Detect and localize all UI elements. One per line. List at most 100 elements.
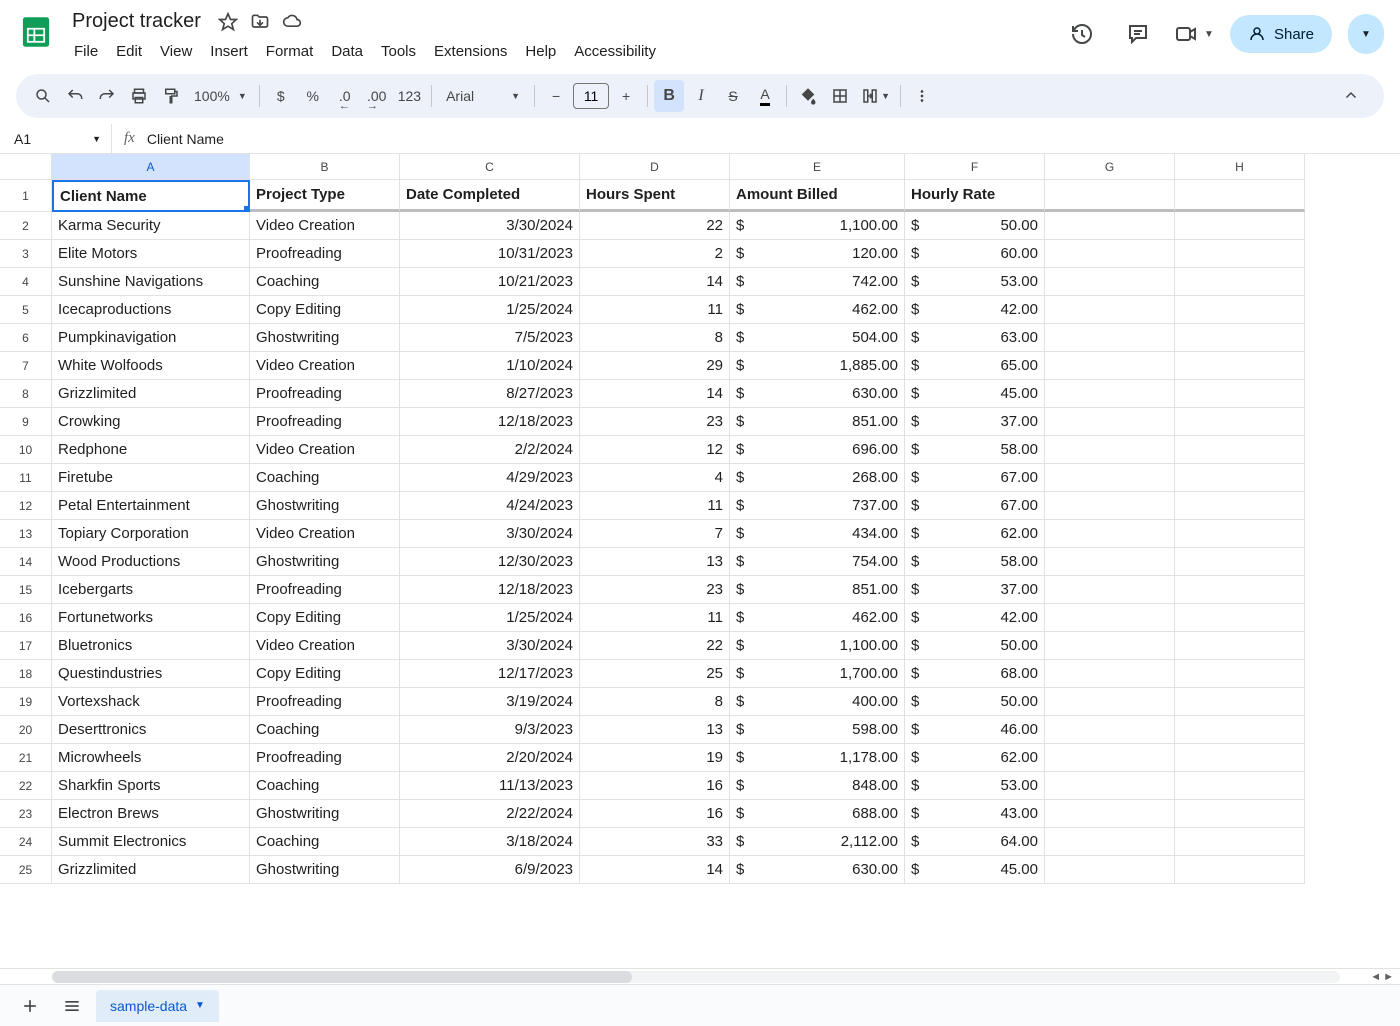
meet-button[interactable]: ▼: [1174, 14, 1214, 54]
menu-accessibility[interactable]: Accessibility: [566, 39, 664, 64]
cell[interactable]: Grizzlimited: [52, 856, 250, 884]
cell[interactable]: 3/30/2024: [400, 212, 580, 240]
cell[interactable]: $42.00: [905, 604, 1045, 632]
cell[interactable]: [1045, 828, 1175, 856]
more-button[interactable]: [907, 80, 937, 112]
cell[interactable]: 4/24/2023: [400, 492, 580, 520]
fill-color-button[interactable]: [793, 80, 823, 112]
cell[interactable]: [1175, 688, 1305, 716]
cell[interactable]: 8/27/2023: [400, 380, 580, 408]
borders-button[interactable]: [825, 80, 855, 112]
cell[interactable]: Crowking: [52, 408, 250, 436]
cell[interactable]: [1045, 660, 1175, 688]
row-header[interactable]: 5: [0, 296, 52, 324]
cell[interactable]: $45.00: [905, 856, 1045, 884]
row-header[interactable]: 15: [0, 576, 52, 604]
percent-button[interactable]: %: [298, 80, 328, 112]
cell[interactable]: 12/18/2023: [400, 408, 580, 436]
cell[interactable]: 1/25/2024: [400, 604, 580, 632]
cell[interactable]: [1175, 800, 1305, 828]
menu-view[interactable]: View: [152, 39, 200, 64]
column-header-B[interactable]: B: [250, 154, 400, 180]
cell[interactable]: 11: [580, 604, 730, 632]
font-size-input[interactable]: [574, 88, 608, 104]
cell[interactable]: 2: [580, 240, 730, 268]
cell[interactable]: Coaching: [250, 268, 400, 296]
cell[interactable]: $65.00: [905, 352, 1045, 380]
cell[interactable]: 3/30/2024: [400, 632, 580, 660]
cell[interactable]: [1045, 296, 1175, 324]
cell[interactable]: Coaching: [250, 828, 400, 856]
italic-button[interactable]: I: [686, 80, 716, 112]
cell[interactable]: Icecaproductions: [52, 296, 250, 324]
cell[interactable]: Sunshine Navigations: [52, 268, 250, 296]
merge-button[interactable]: ▼: [857, 80, 894, 112]
search-icon[interactable]: [28, 80, 58, 112]
cell[interactable]: Coaching: [250, 772, 400, 800]
cell[interactable]: [1045, 212, 1175, 240]
cell[interactable]: 11: [580, 492, 730, 520]
star-icon[interactable]: [217, 11, 239, 33]
column-header-H[interactable]: H: [1175, 154, 1305, 180]
cell[interactable]: Video Creation: [250, 352, 400, 380]
cell[interactable]: Video Creation: [250, 632, 400, 660]
cell[interactable]: [1045, 688, 1175, 716]
cell[interactable]: $53.00: [905, 772, 1045, 800]
cell[interactable]: $50.00: [905, 632, 1045, 660]
row-header[interactable]: 18: [0, 660, 52, 688]
cell[interactable]: $851.00: [730, 576, 905, 604]
currency-button[interactable]: $: [266, 80, 296, 112]
cell[interactable]: $68.00: [905, 660, 1045, 688]
cell[interactable]: $120.00: [730, 240, 905, 268]
collapse-toolbar-button[interactable]: [1336, 80, 1366, 112]
cell[interactable]: [1045, 408, 1175, 436]
cell[interactable]: 12/30/2023: [400, 548, 580, 576]
row-header[interactable]: 17: [0, 632, 52, 660]
cell[interactable]: Petal Entertainment: [52, 492, 250, 520]
cell[interactable]: Ghostwriting: [250, 800, 400, 828]
cell[interactable]: $50.00: [905, 212, 1045, 240]
row-header[interactable]: 16: [0, 604, 52, 632]
cell[interactable]: 3/30/2024: [400, 520, 580, 548]
cell[interactable]: Coaching: [250, 716, 400, 744]
cell[interactable]: 6/9/2023: [400, 856, 580, 884]
cell[interactable]: $63.00: [905, 324, 1045, 352]
cell[interactable]: [1045, 772, 1175, 800]
cell[interactable]: Proofreading: [250, 688, 400, 716]
cell[interactable]: Video Creation: [250, 436, 400, 464]
cell[interactable]: Video Creation: [250, 520, 400, 548]
cell[interactable]: [1045, 380, 1175, 408]
row-header[interactable]: 19: [0, 688, 52, 716]
menu-extensions[interactable]: Extensions: [426, 39, 515, 64]
cell[interactable]: [1175, 240, 1305, 268]
cell[interactable]: 11: [580, 296, 730, 324]
cell[interactable]: [1175, 380, 1305, 408]
cell[interactable]: Copy Editing: [250, 604, 400, 632]
cell[interactable]: Amount Billed: [730, 180, 905, 212]
redo-button[interactable]: [92, 80, 122, 112]
spreadsheet-grid[interactable]: ABCDEFGH1Client NameProject TypeDate Com…: [0, 154, 1400, 968]
row-header[interactable]: 25: [0, 856, 52, 884]
cell[interactable]: Copy Editing: [250, 296, 400, 324]
cell[interactable]: Proofreading: [250, 380, 400, 408]
cell[interactable]: [1175, 492, 1305, 520]
text-color-button[interactable]: A: [750, 80, 780, 112]
cell[interactable]: [1045, 324, 1175, 352]
cell[interactable]: Date Completed: [400, 180, 580, 212]
cell[interactable]: Summit Electronics: [52, 828, 250, 856]
cell[interactable]: 12: [580, 436, 730, 464]
cell[interactable]: 23: [580, 576, 730, 604]
cell[interactable]: [1045, 604, 1175, 632]
column-header-D[interactable]: D: [580, 154, 730, 180]
cell[interactable]: Proofreading: [250, 408, 400, 436]
menu-format[interactable]: Format: [258, 39, 322, 64]
bold-button[interactable]: B: [654, 80, 684, 112]
name-box[interactable]: A1▼: [0, 124, 112, 153]
menu-file[interactable]: File: [66, 39, 106, 64]
cell[interactable]: 23: [580, 408, 730, 436]
horizontal-scrollbar[interactable]: ◄ ►: [0, 968, 1400, 984]
cell[interactable]: Vortexshack: [52, 688, 250, 716]
cell[interactable]: 9/3/2023: [400, 716, 580, 744]
cell[interactable]: 3/19/2024: [400, 688, 580, 716]
row-header[interactable]: 7: [0, 352, 52, 380]
